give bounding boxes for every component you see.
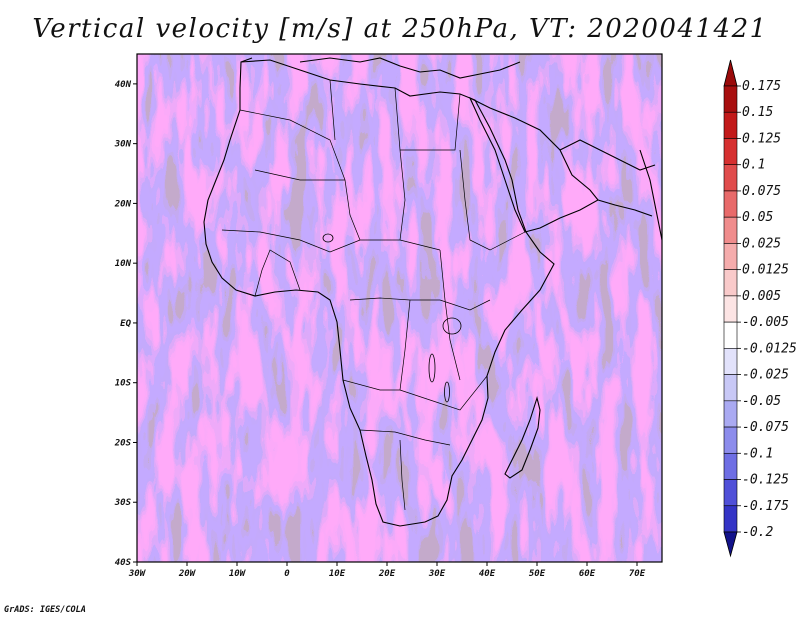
border-line [254, 249, 301, 297]
border-line [342, 375, 488, 411]
lon-tick-label: 0 [284, 569, 290, 579]
lat-tick-label: 20N [114, 199, 132, 209]
border-line [239, 109, 361, 241]
asia-coastline [559, 139, 656, 217]
colorbar-swatch [723, 505, 738, 533]
colorbar-label: 0.075 [742, 184, 781, 199]
lon-tick-label: 60E [579, 569, 596, 579]
colorbar-label: 0.025 [742, 236, 781, 251]
lon-tick-label: 10E [329, 569, 346, 579]
country-borders [221, 79, 526, 511]
lat-tick-label: EQ [120, 319, 131, 329]
colorbar-label: -0.125 [742, 473, 789, 488]
colorbar-swatch [723, 216, 738, 244]
border-line [329, 79, 406, 241]
india-coastline [639, 149, 662, 241]
colorbar-min-triangle [723, 531, 738, 558]
colorbar-swatch [723, 479, 738, 507]
colorbar-label: 0.175 [742, 79, 781, 94]
colorbar-label: -0.175 [742, 499, 789, 514]
lat-tick-label: 30S [114, 498, 132, 508]
lon-tick-label: 30W [128, 569, 147, 579]
colorbar-label: 0.125 [742, 131, 781, 146]
colorbar-swatch [723, 400, 738, 428]
colorbar-swatch [723, 111, 738, 139]
map-panel [136, 53, 663, 563]
madagascar-coastline [504, 395, 541, 479]
lon-tick-label: 20W [178, 569, 197, 579]
colorbar-label: -0.075 [742, 420, 789, 435]
border-line [254, 93, 461, 181]
credit-label: GrADS: IGES/COLA [4, 605, 86, 615]
border-line [359, 429, 451, 511]
coastlines [203, 57, 662, 527]
europe-coastline [240, 57, 521, 79]
colorbar-swatch [723, 164, 738, 192]
lake-chad [322, 233, 334, 243]
border-line [349, 297, 491, 311]
lat-tick-label: 40S [115, 558, 132, 568]
border-line [399, 249, 461, 391]
lon-tick-label: 30E [428, 569, 446, 579]
vertical-velocity-field [137, 54, 662, 562]
colorbar-label: 0.005 [742, 289, 781, 304]
lat-tick-label: 10N [115, 259, 132, 269]
colorbar-swatch [723, 374, 738, 402]
colorbar-swatch [723, 138, 738, 166]
colorbar-label: 0.15 [742, 105, 773, 120]
lat-tick-label: 20S [114, 438, 132, 448]
colorbar-label: -0.05 [742, 394, 781, 409]
colorbar-label: 0.05 [742, 210, 773, 225]
colorbar-swatch [723, 295, 738, 323]
colorbar-swatch [723, 348, 738, 375]
map-frame [136, 53, 663, 563]
lake-tanganyika [428, 353, 436, 383]
border-line [221, 229, 441, 253]
lat-tick-label: 30N [114, 140, 132, 150]
colorbar-swatch [723, 426, 738, 454]
colorbar-swatch [723, 321, 738, 349]
lat-tick-label: 10S [115, 379, 132, 389]
colorbar-label: -0.0125 [742, 341, 797, 356]
colorbar-swatch [723, 452, 738, 480]
colorbar-swatch [723, 243, 738, 270]
colorbar-label: -0.005 [742, 315, 789, 330]
lakes [322, 233, 462, 403]
colorbar: 0.175 0.15 0.125 0.1 0.075 0.05 0.025 0.0125 0.0… [723, 59, 797, 558]
colorbar-label: 0.1 [742, 158, 765, 173]
lon-tick-label: 50E [529, 569, 546, 579]
arabia-coastline [468, 96, 599, 233]
lat-tick-label: 40N [115, 80, 132, 90]
colorbar-max-triangle [723, 59, 738, 87]
colorbar-label: -0.025 [742, 368, 789, 383]
colorbar-label: -0.1 [742, 446, 773, 461]
lon-tick-label: 20E [378, 569, 396, 579]
lon-tick-label: 70E [629, 569, 646, 579]
lake-malawi [444, 381, 450, 403]
colorbar-label: -0.2 [742, 525, 773, 540]
colorbar-swatch [723, 269, 738, 297]
lake-victoria [442, 317, 462, 335]
colorbar-swatch [723, 190, 738, 218]
lon-tick-label: 40E [479, 569, 496, 579]
map-title: Vertical velocity [m/s] at 250hPa, VT: 2… [32, 14, 768, 44]
border-line [459, 149, 526, 251]
africa-coastline [203, 59, 555, 527]
colorbar-label: 0.0125 [742, 263, 789, 278]
lon-tick-label: 10W [229, 569, 247, 579]
colorbar-swatch [723, 85, 738, 113]
